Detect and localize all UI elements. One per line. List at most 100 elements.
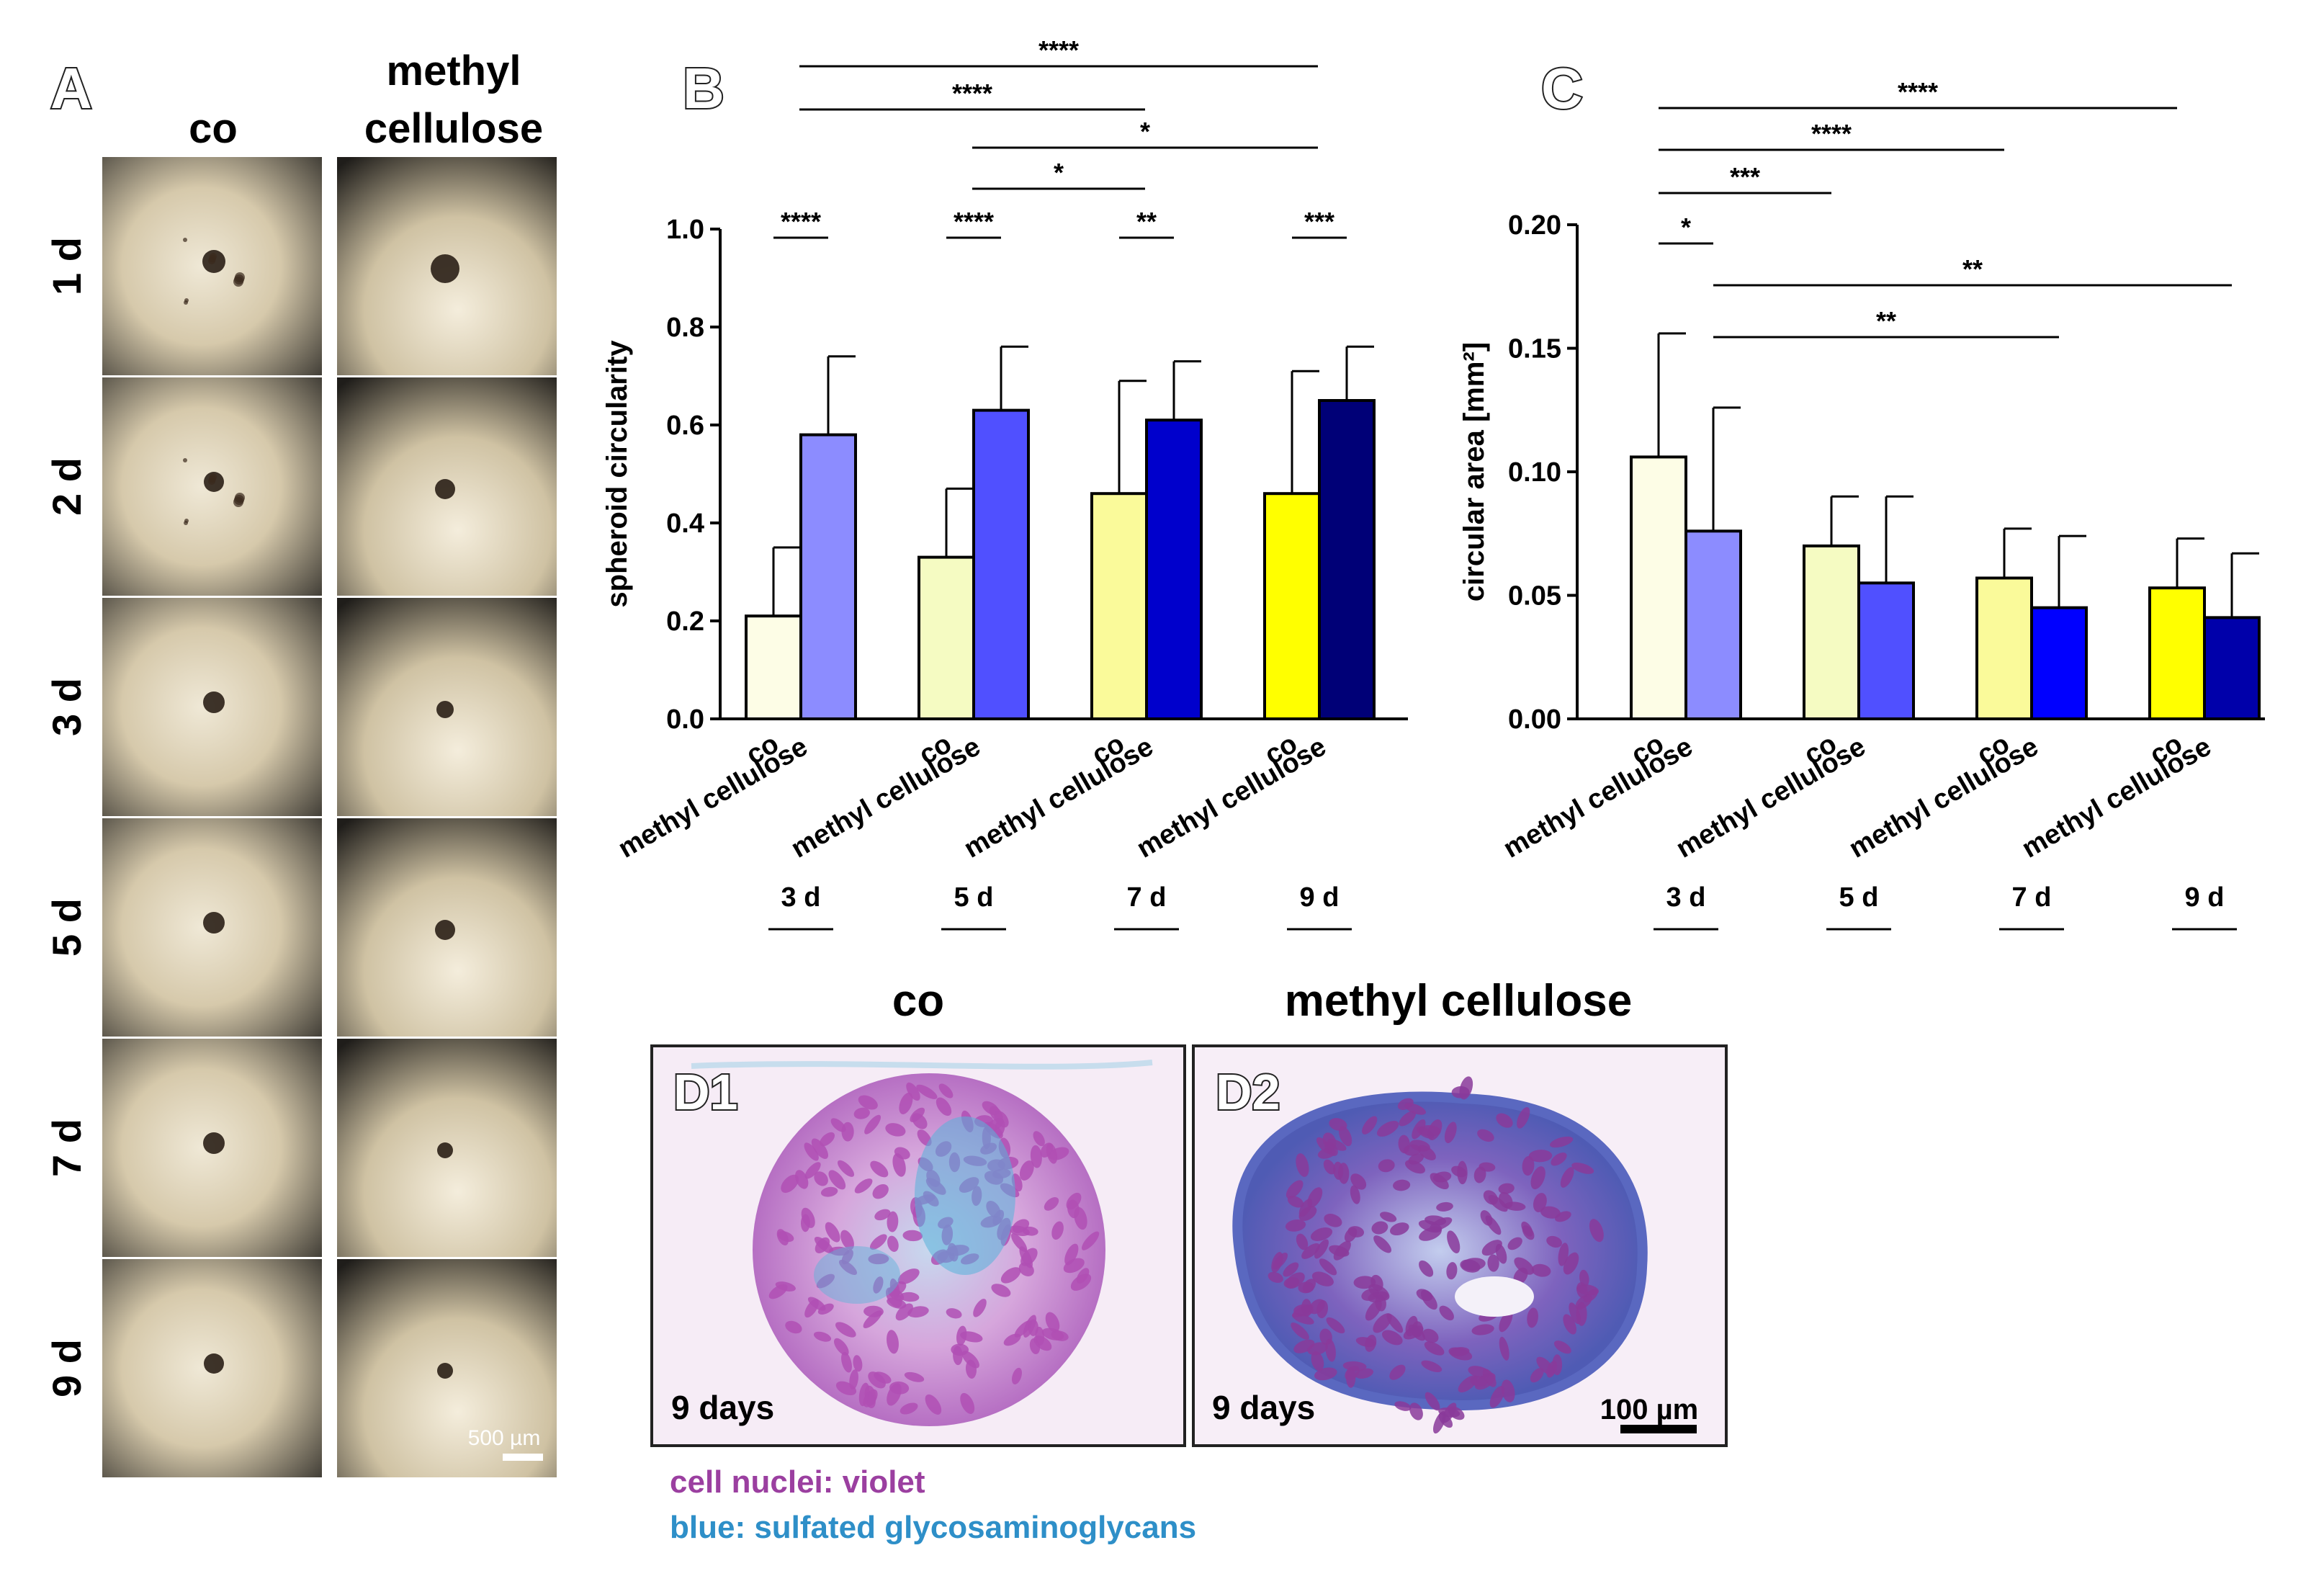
d2-time: 9 days: [1212, 1389, 1315, 1426]
nucleus: [1319, 1258, 1337, 1276]
nucleus: [1446, 1262, 1458, 1280]
spheroid-spot: [204, 1353, 224, 1374]
nucleus: [816, 1274, 835, 1289]
nucleus: [991, 1284, 1011, 1297]
nucleus: [820, 1186, 838, 1197]
nucleus: [1533, 1193, 1547, 1212]
row-label: 2 d: [44, 457, 89, 516]
nucleus: [820, 1132, 835, 1147]
nucleus: [868, 1253, 889, 1265]
nucleus: [916, 1084, 938, 1099]
nucleus: [902, 1230, 923, 1242]
debris-spot: [183, 458, 187, 462]
nucleus: [1483, 1190, 1498, 1205]
nucleus: [1421, 1360, 1443, 1372]
nucleus: [1019, 1246, 1033, 1268]
nucleus: [1314, 1239, 1329, 1259]
panel-c: C 0.00 0.05 0.10 0.15 0.20 circular area [mm²…: [1458, 55, 2265, 931]
nucleus: [800, 1214, 810, 1232]
panel-d-title-mc: methyl cellulose: [1285, 976, 1632, 1026]
nucleus: [1049, 1147, 1069, 1160]
nucleus: [1477, 1129, 1494, 1142]
nucleus: [1439, 1305, 1454, 1321]
spheroid-spot: [437, 1363, 453, 1379]
d2-scale-label: 100 µm: [1600, 1394, 1698, 1425]
nucleus: [1527, 1307, 1538, 1328]
nucleus: [1063, 1258, 1085, 1274]
nucleus: [1378, 1159, 1395, 1173]
x-tick-label: methyl cellulose: [786, 731, 985, 864]
nucleus: [1427, 1119, 1443, 1140]
nucleus: [1507, 1237, 1522, 1250]
nucleus: [895, 1303, 913, 1321]
nucleus: [1371, 1221, 1388, 1235]
y-tick-label: 0.6: [666, 411, 704, 441]
panel-a: A co methyl cellulose 1 d 2 d 3 d 5 d 7 d 9 d…: [44, 48, 557, 1477]
nucleus: [1546, 1235, 1562, 1248]
nucleus: [1540, 1206, 1561, 1219]
significance-label: **: [1136, 207, 1157, 236]
spheroid-spot: [436, 701, 454, 718]
nucleus: [904, 1371, 925, 1382]
nucleus: [1307, 1342, 1328, 1356]
nucleus: [1522, 1155, 1535, 1176]
y-axis-label: circular area [mm²]: [1458, 342, 1490, 601]
bar: [745, 614, 802, 721]
group-label: 3 d: [781, 882, 821, 913]
group-label: 5 d: [954, 882, 994, 913]
nucleus: [960, 1392, 975, 1414]
nucleus: [1000, 1267, 1021, 1284]
nucleus: [1501, 1379, 1515, 1402]
nucleus: [1298, 1199, 1313, 1217]
d2-spheroid: [1232, 1091, 1648, 1410]
nucleus: [1563, 1314, 1576, 1335]
nucleus: [1051, 1330, 1069, 1341]
bar: [1263, 492, 1321, 720]
significance-label: ****: [1898, 77, 1938, 107]
nucleus: [1389, 1364, 1406, 1380]
spheroid-spot: [437, 1142, 453, 1158]
nucleus: [870, 1160, 889, 1178]
nucleus: [1324, 1214, 1342, 1227]
nucleus: [814, 1236, 834, 1254]
microscopy-grid: 1 d 2 d 3 d 5 d 7 d 9 d: [44, 157, 557, 1477]
nucleus: [1408, 1153, 1424, 1165]
x-tick-label: methyl cellulose: [613, 731, 812, 864]
nucleus: [814, 1171, 828, 1186]
nucleus: [1285, 1219, 1306, 1232]
panel-d: co methyl cellulose D1 9 days D2 9 days …: [650, 976, 1728, 1545]
debris-spot: [235, 493, 245, 503]
nucleus: [873, 1276, 884, 1294]
y-tick-label: 0.8: [666, 313, 704, 343]
nucleus: [1325, 1338, 1336, 1362]
nucleus: [899, 1092, 913, 1114]
nucleus: [1481, 1240, 1502, 1256]
nucleus: [1310, 1227, 1333, 1241]
nucleus: [1296, 1233, 1309, 1250]
bar: [1318, 399, 1376, 720]
y-tick-label: 0.20: [1508, 210, 1561, 241]
x-tick-label: methyl cellulose: [1131, 731, 1331, 864]
nucleus: [804, 1299, 819, 1318]
nucleus: [951, 1343, 969, 1356]
row-label: 7 d: [44, 1119, 89, 1177]
nucleus: [835, 1322, 856, 1338]
nucleus: [892, 1153, 906, 1177]
nucleus: [1517, 1106, 1530, 1129]
nucleus: [1051, 1221, 1064, 1240]
panel-b-letter: B: [683, 56, 724, 120]
nucleus: [785, 1320, 802, 1334]
nucleus: [1035, 1326, 1045, 1346]
row-label: 9 d: [44, 1339, 89, 1397]
nucleus: [946, 1308, 962, 1319]
nucleus: [1346, 1366, 1356, 1388]
nucleus: [1531, 1263, 1551, 1277]
row-label: 1 d: [44, 237, 89, 295]
nucleus: [841, 1122, 854, 1142]
bar: [1857, 581, 1915, 720]
nucleus: [1409, 1140, 1430, 1152]
nucleus: [1019, 1160, 1034, 1181]
d1-gag-stain: [915, 1116, 1015, 1275]
nucleus: [1301, 1243, 1320, 1259]
bar: [2203, 616, 2261, 720]
